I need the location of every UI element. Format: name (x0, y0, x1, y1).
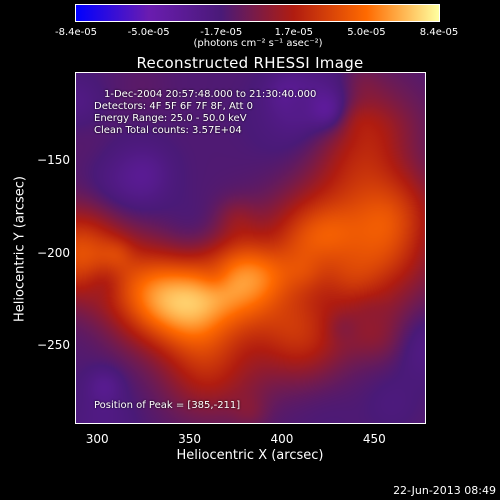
detectors-annotation: Detectors: 4F 5F 6F 7F 8F, Att 0 (94, 101, 254, 112)
heatmap-image (76, 73, 425, 423)
colorbar-tick-label: 8.4e-05 (419, 27, 459, 38)
y-tick-label: −150 (37, 153, 70, 168)
clean-counts-annotation: Clean Total counts: 3.57E+04 (94, 125, 242, 136)
x-tick-label: 300 (85, 432, 109, 446)
chart-title: Reconstructed RHESSI Image (136, 54, 364, 72)
x-tick-label: 400 (270, 432, 294, 446)
colorbar (75, 4, 440, 22)
colorbar-tick-label: 1.7e-05 (274, 27, 313, 38)
colorbar-tick-label: -1.7e-05 (200, 27, 243, 38)
y-tick-label: −200 (37, 245, 70, 260)
colorbar-tick-label: -8.4e-05 (55, 27, 97, 38)
colorbar-tick-label: 5.0e-05 (347, 27, 386, 38)
footer-date: 22-Jun-2013 08:49 (393, 484, 496, 497)
plot-area: 1-Dec-2004 20:57:48.000 to 21:30:40.000 … (75, 72, 426, 424)
x-tick-label: 350 (178, 432, 201, 446)
x-tick-label: 450 (362, 432, 386, 446)
time-range-annotation: 1-Dec-2004 20:57:48.000 to 21:30:40.000 (104, 89, 317, 100)
y-axis-label: Heliocentric Y (arcsec) (12, 176, 28, 322)
colorbar-units: (photons cm⁻² s⁻¹ asec⁻²) (193, 38, 323, 49)
y-tick-label: −250 (37, 337, 70, 352)
colorbar-tick-label: -5.0e-05 (127, 27, 170, 38)
peak-position-annotation: Position of Peak = [385,-211] (94, 400, 241, 411)
energy-range-annotation: Energy Range: 25.0 - 50.0 keV (94, 113, 247, 124)
x-axis-label: Heliocentric X (arcsec) (176, 448, 324, 463)
